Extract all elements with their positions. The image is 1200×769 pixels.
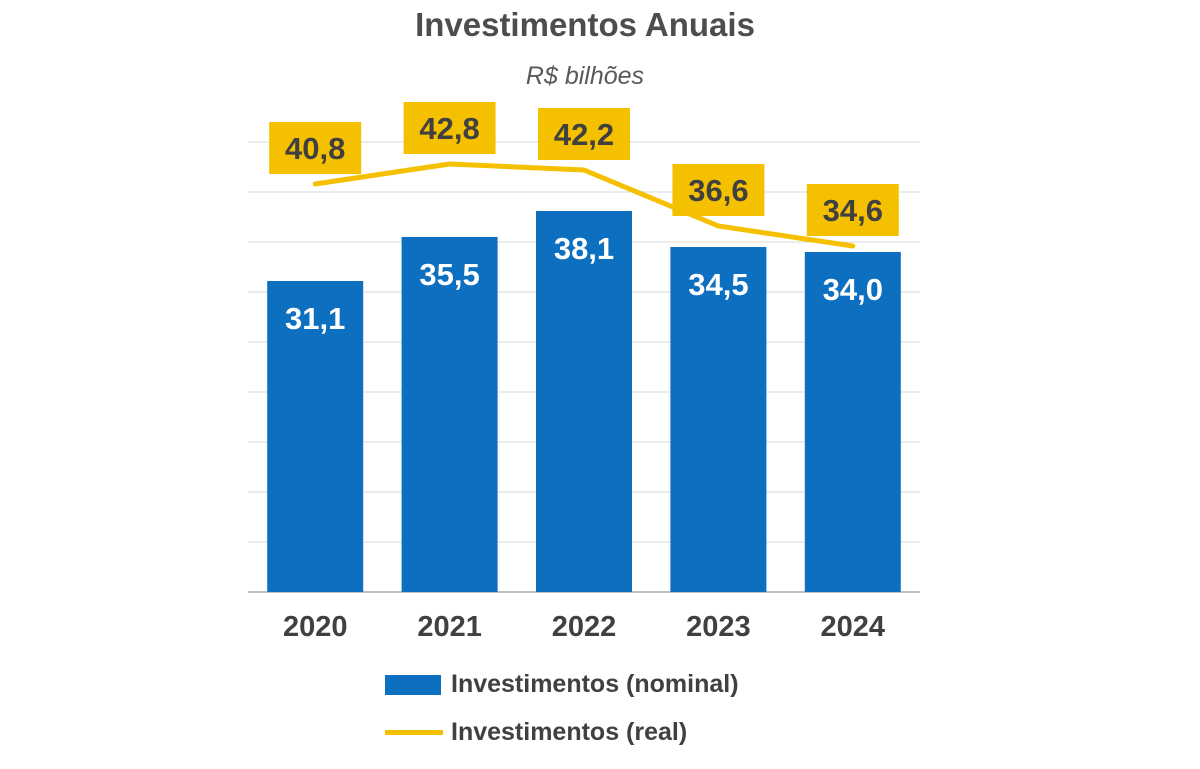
line-label-2022: 42,2 [554,117,614,152]
line-label-box-2023 [672,164,765,216]
line-point-2021 [448,162,452,166]
chart-subtitle: R$ bilhões [525,62,645,90]
legend-item-nominal: Investimentos (nominal) [385,670,739,699]
line-label-box-2020 [269,122,362,174]
data-labels: 31,1 35,5 38,1 34,5 34,0 40,8 42,8 42,2 36,6 34,6 [269,102,899,336]
bar-2024 [804,252,901,592]
line-point-2023 [716,224,720,228]
line-label-2024: 34,6 [823,193,883,228]
chart-title: Investimentos Anuais [415,6,755,43]
bar-2023 [670,247,767,592]
line-label-2021: 42,8 [419,111,479,146]
x-tick-2023: 2023 [686,611,751,643]
line-point-2020 [313,182,317,186]
legend-item-real: Investimentos (real) [385,718,687,747]
bar-series [267,211,901,592]
x-tick-2024: 2024 [821,611,886,643]
bar-label-2022: 38,1 [554,231,614,266]
bar-label-2023: 34,5 [688,267,748,302]
bar-label-2021: 35,5 [419,257,479,292]
x-axis-ticks: 2020 2021 2022 2023 2024 [283,611,885,643]
line-point-2024 [851,244,855,248]
x-tick-2020: 2020 [283,611,348,643]
legend-swatch-nominal [385,674,441,695]
legend-label-real: Investimentos (real) [451,718,688,746]
x-tick-2021: 2021 [417,611,482,643]
bar-2020 [267,281,364,592]
line-point-2022 [582,168,586,172]
bar-label-2020: 31,1 [285,301,345,336]
bar-2021 [401,237,498,592]
legend-swatch-real [385,730,443,735]
line-label-box-2022 [538,108,630,160]
line-label-2023: 36,6 [688,173,748,208]
line-series [312,161,856,249]
line-label-2020: 40,8 [285,131,345,166]
x-tick-2022: 2022 [552,611,617,643]
legend-label-nominal: Investimentos (nominal) [451,670,739,698]
bar-label-2024: 34,0 [823,272,883,307]
bar-2022 [536,211,632,592]
line-label-box-2024 [806,184,899,236]
line-label-box-2021 [403,102,496,154]
